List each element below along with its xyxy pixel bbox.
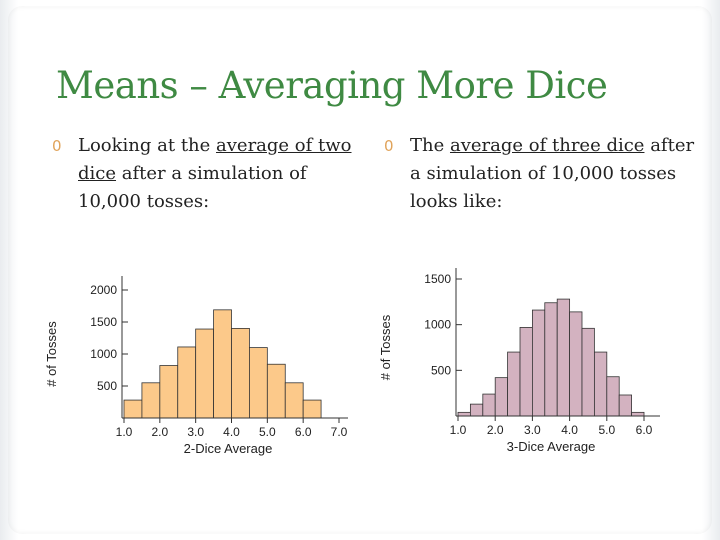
- three-dice-x-axis-label: 3-Dice Average: [507, 439, 596, 454]
- bullet-marker: 0: [384, 137, 394, 155]
- two-dice-bar: [141, 382, 161, 419]
- three-dice-bar: [482, 393, 496, 417]
- three-dice-bar: [556, 298, 571, 417]
- three-dice-y-tick-label: 1500: [424, 272, 451, 286]
- three-dice-bar: [544, 302, 558, 417]
- two-dice-bar: [195, 328, 214, 419]
- two-dice-x-tick-label: 2.0: [151, 425, 168, 439]
- three-dice-bar: [631, 411, 645, 417]
- bullet-three-dice-text: The average of three dice after a simula…: [410, 132, 700, 216]
- bullet-two-dice-post: after a simulation of 10,000 tosses:: [78, 163, 307, 212]
- two-dice-y-tick-label: 1000: [90, 347, 117, 361]
- two-dice-y-axis-label: # of Tosses: [44, 321, 59, 387]
- slide-title: Means – Averaging More Dice: [56, 64, 608, 107]
- three-dice-bar: [618, 394, 632, 417]
- three-dice-x-tick-label: 6.0: [636, 423, 653, 437]
- two-dice-x-tick-label: 7.0: [331, 425, 348, 439]
- bullet-three-dice-pre: The: [410, 135, 450, 156]
- three-dice-y-tick-label: 500: [431, 363, 451, 377]
- two-dice-bar: [231, 328, 250, 419]
- two-dice-x-tick-label: 5.0: [259, 425, 276, 439]
- bullet-three-dice-underlined: average of three dice: [449, 135, 645, 156]
- three-dice-y-axis-label: # of Tosses: [378, 314, 393, 380]
- three-dice-bar: [606, 376, 620, 417]
- three-dice-bar: [519, 327, 533, 417]
- bullet-marker: 0: [52, 137, 62, 155]
- three-dice-bar: [581, 327, 595, 417]
- two-dice-y-tick-label: 2000: [90, 283, 117, 297]
- two-dice-bar: [302, 399, 322, 419]
- two-dice-histogram: 1.0 2.0 3.0 4.0 5.0 6.0 7.0 500 1000 1500 2000 2-Di…: [44, 276, 348, 456]
- three-dice-histogram: 1.0 2.0 3.0 4.0 5.0 6.0 500 1000 1500 3-Dice Aver…: [378, 268, 660, 454]
- three-dice-x-tick-label: 2.0: [487, 423, 504, 437]
- bullet-two-dice-underlined: average of two dice: [78, 135, 352, 184]
- two-dice-x-tick-label: 6.0: [295, 425, 312, 439]
- two-dice-y-tick-label: 1500: [90, 315, 117, 329]
- bullet-two-dice-text: Looking at the average of two dice after…: [78, 132, 368, 216]
- two-dice-bar: [284, 382, 304, 419]
- three-dice-bar: [469, 403, 484, 417]
- two-dice-bar: [266, 363, 286, 419]
- three-dice-bar: [507, 351, 521, 417]
- two-dice-x-tick-label: 3.0: [187, 425, 204, 439]
- two-dice-bar: [249, 347, 268, 419]
- bullet-three-dice: 0 The average of three dice after a simu…: [384, 132, 704, 222]
- three-dice-x-tick-label: 1.0: [450, 423, 467, 437]
- three-dice-x-tick-label: 4.0: [561, 423, 578, 437]
- three-dice-bar: [494, 377, 508, 417]
- three-dice-y-tick-label: 1000: [424, 318, 451, 332]
- three-dice-x-tick-label: 3.0: [524, 423, 541, 437]
- three-dice-bar: [594, 351, 608, 417]
- bullet-two-dice-pre: Looking at the: [78, 135, 217, 156]
- bullet-two-dice: 0 Looking at the average of two dice aft…: [52, 132, 372, 222]
- three-dice-bar: [531, 309, 546, 417]
- two-dice-x-tick-label: 1.0: [116, 425, 133, 439]
- three-dice-bar: [569, 311, 583, 417]
- three-dice-x-tick-label: 5.0: [598, 423, 615, 437]
- two-dice-bar: [213, 309, 232, 419]
- two-dice-x-tick-label: 4.0: [223, 425, 240, 439]
- two-dice-bar: [177, 346, 197, 419]
- two-dice-y-tick-label: 500: [97, 379, 117, 393]
- two-dice-x-axis-label: 2-Dice Average: [184, 441, 273, 456]
- two-dice-bar: [159, 365, 179, 419]
- two-dice-bar: [123, 399, 143, 419]
- three-dice-bar: [457, 411, 471, 417]
- bullet-three-dice-post: after a simulation of 10,000 tosses look…: [410, 135, 695, 212]
